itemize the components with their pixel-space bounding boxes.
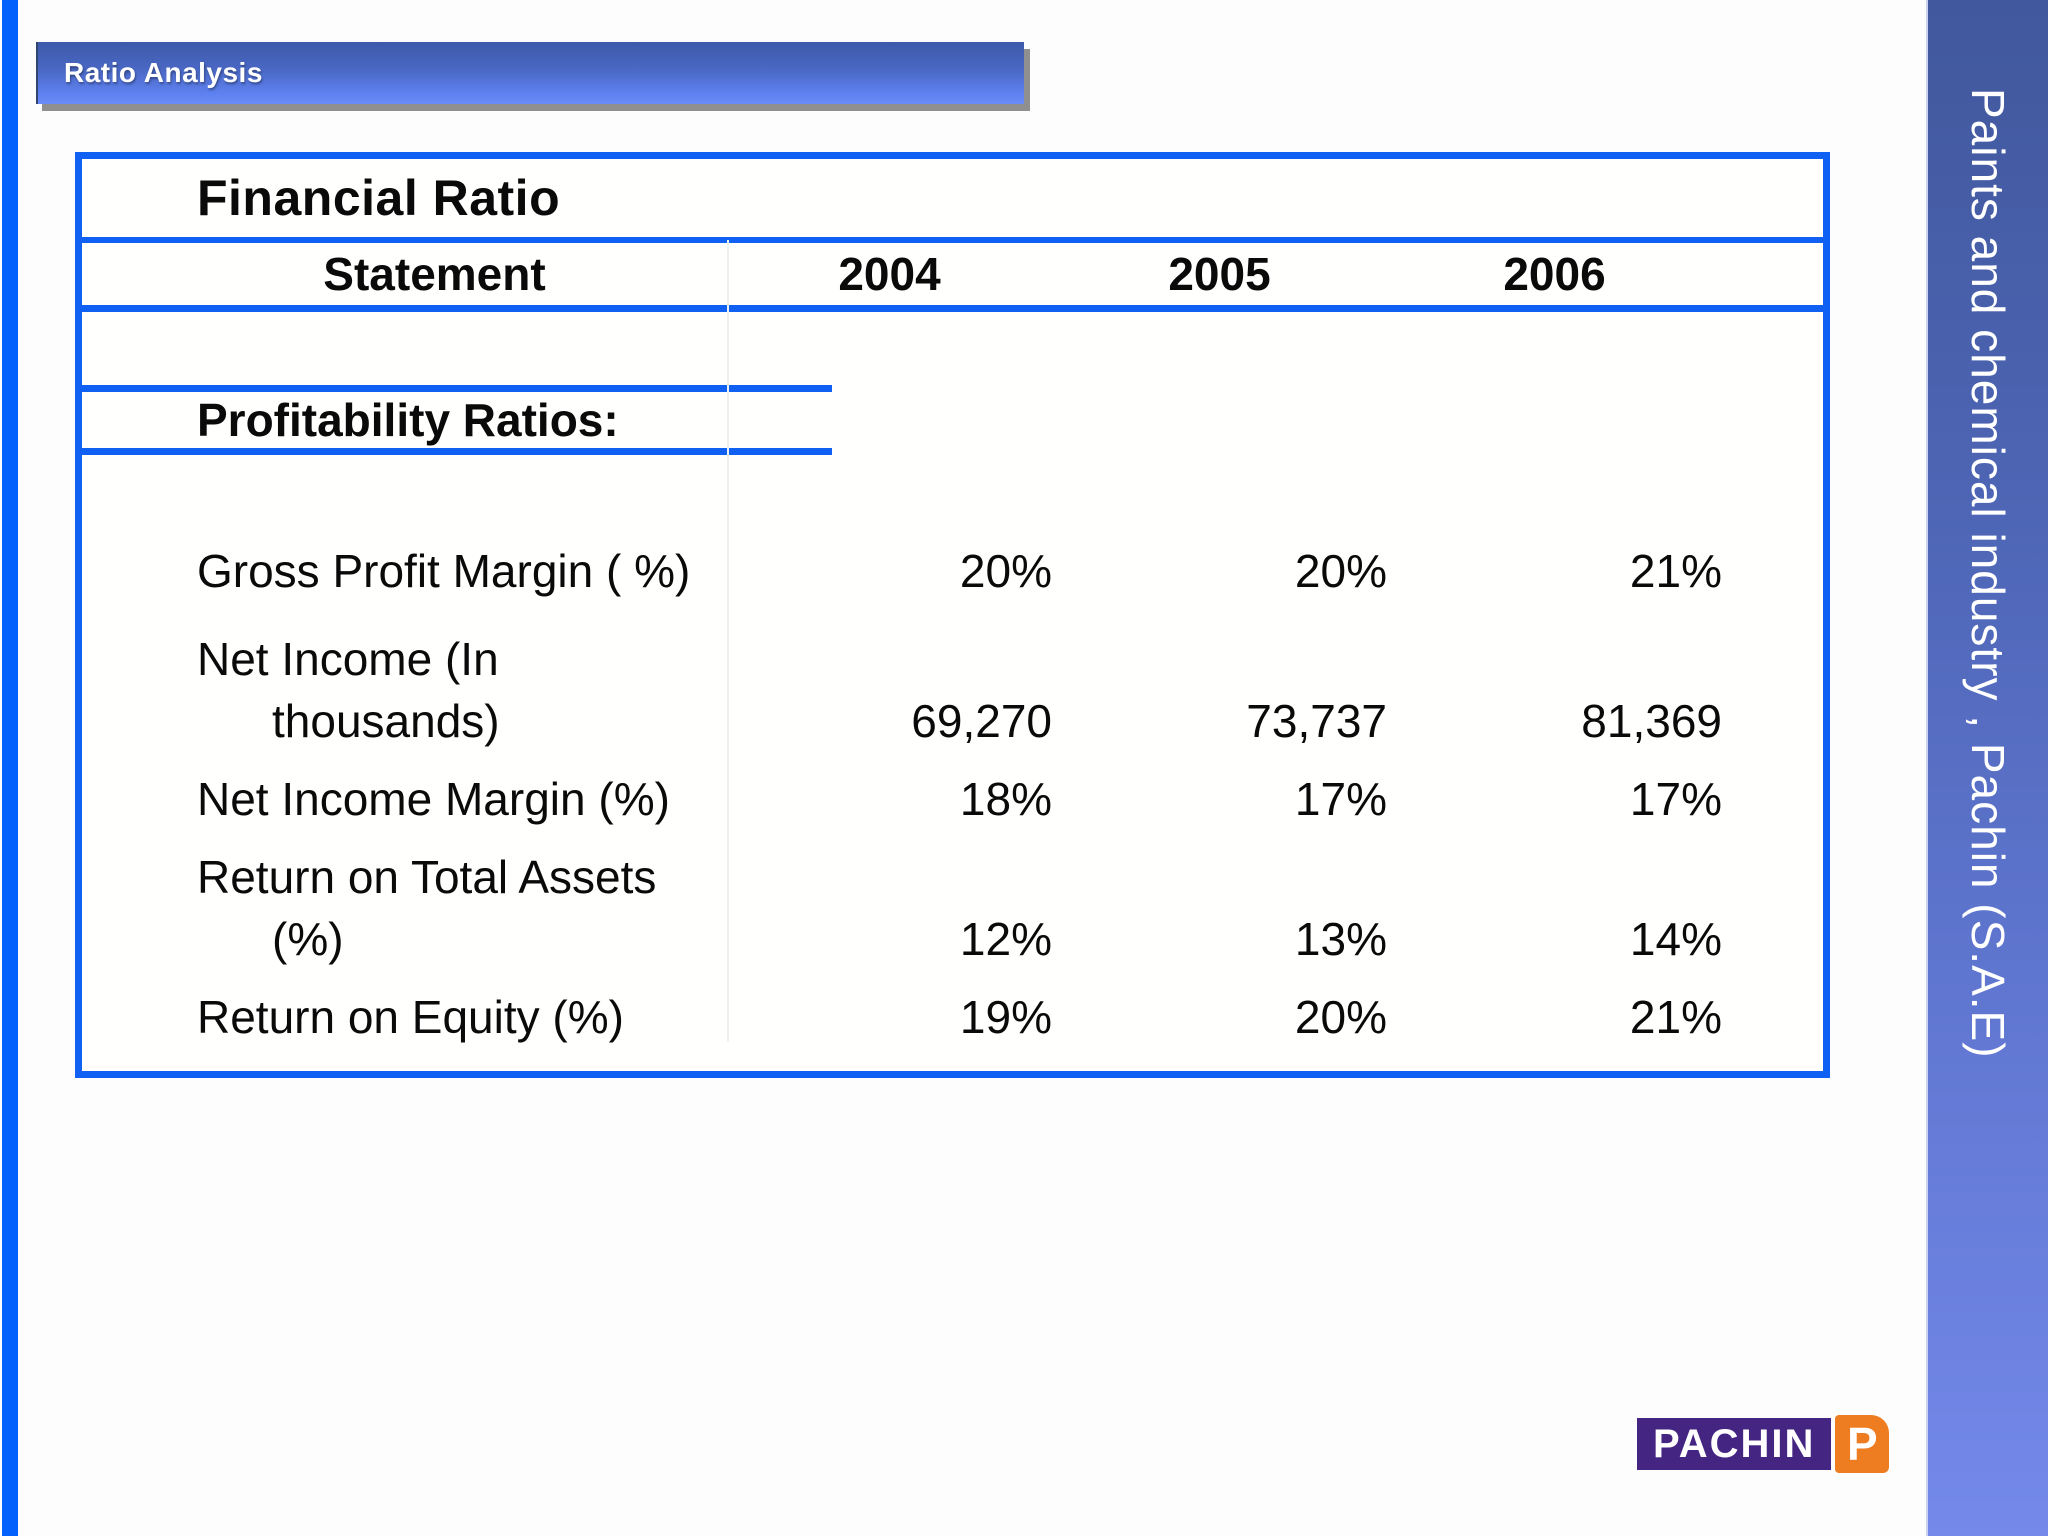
pachin-logo-p-icon: P — [1835, 1415, 1890, 1473]
right-sidebar: Paints and chemical industry , Pachin (S… — [1928, 0, 2048, 1536]
row-label: Return on Total Assets — [197, 851, 657, 903]
value-2005: 17% — [1294, 773, 1387, 825]
row-label-line2: thousands) — [272, 695, 500, 747]
value-2004: 19% — [959, 991, 1052, 1043]
sidebar-vertical-title: Paints and chemical industry , Pachin (S… — [1962, 88, 2014, 1059]
ratio-analysis-header: Ratio Analysis — [36, 42, 1024, 104]
value-2006: 17% — [1629, 773, 1722, 825]
table-row-net-income: Net Income (In thousands) 69,270 73,737 … — [82, 628, 1823, 752]
table-header-row: Statement 2004 2005 2006 — [82, 243, 1823, 312]
value-2004: 12% — [959, 913, 1052, 965]
value-2005: 73,737 — [1246, 695, 1387, 747]
row-label: Gross Profit Margin ( %) — [197, 545, 691, 597]
spacer-row — [82, 312, 1823, 385]
left-accent-strip — [2, 0, 18, 1536]
row-label: Return on Equity (%) — [197, 991, 624, 1043]
row-label: Net Income Margin (%) — [197, 773, 670, 825]
table-body: Gross Profit Margin ( %) 20% 20% 21% Net… — [82, 240, 1823, 1048]
row-label-line2: (%) — [272, 913, 344, 965]
table-row-net-income-margin: Net Income Margin (%) 18% 17% 17% — [82, 768, 1823, 830]
column-header-2004: 2004 — [838, 248, 941, 300]
ratio-analysis-title: Ratio Analysis — [64, 57, 263, 88]
column-header-2005: 2005 — [1168, 248, 1271, 300]
financial-ratio-table: Financial Ratio Statement 2004 2005 2006… — [75, 152, 1830, 1078]
value-2006: 21% — [1629, 991, 1722, 1043]
value-2005: 13% — [1294, 913, 1387, 965]
section-heading-profitability-ratios: Profitability Ratios: — [82, 385, 832, 455]
pachin-logo: PACHIN P — [1637, 1415, 1890, 1473]
row-label: Net Income (In — [197, 633, 499, 685]
value-2006: 21% — [1629, 545, 1722, 597]
table-title: Financial Ratio — [82, 159, 1823, 243]
value-2005: 20% — [1294, 545, 1387, 597]
value-2004: 18% — [959, 773, 1052, 825]
table-row-return-on-total-assets: Return on Total Assets (%) 12% 13% 14% — [82, 846, 1823, 970]
value-2006: 14% — [1629, 913, 1722, 965]
value-2004: 20% — [959, 545, 1052, 597]
pachin-logo-wordmark: PACHIN — [1637, 1418, 1832, 1470]
column-header-2006: 2006 — [1503, 248, 1606, 300]
value-2004: 69,270 — [911, 695, 1052, 747]
table-row-return-on-equity: Return on Equity (%) 19% 20% 21% — [82, 986, 1823, 1048]
table-row-gross-profit-margin: Gross Profit Margin ( %) 20% 20% 21% — [82, 540, 1823, 602]
column-divider — [727, 240, 729, 1042]
value-2006: 81,369 — [1581, 695, 1722, 747]
column-header-statement: Statement — [323, 248, 546, 300]
value-2005: 20% — [1294, 991, 1387, 1043]
